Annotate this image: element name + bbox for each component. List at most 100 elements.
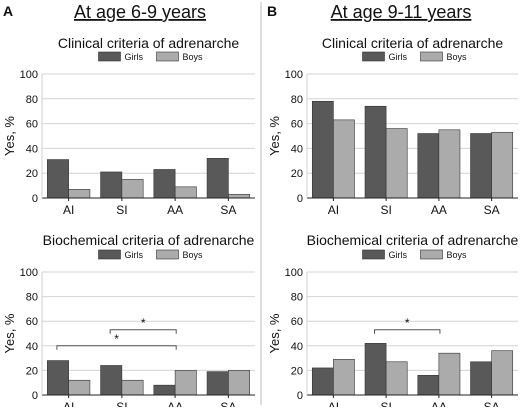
- bar-girls-sa: [470, 133, 492, 199]
- legend-swatch-girls: [98, 249, 121, 260]
- legend-label-boys: Boys: [447, 250, 468, 260]
- y-axis-label: Yes, %: [267, 116, 282, 156]
- y-tick-label: 0: [297, 193, 303, 205]
- x-tick-label: SI: [116, 203, 127, 217]
- x-tick-label: SI: [380, 400, 391, 407]
- y-tick-label: 20: [26, 168, 38, 180]
- y-tick-label: 100: [20, 267, 38, 279]
- bar-girls-si: [100, 365, 123, 396]
- legend-label-girls: Girls: [125, 250, 144, 260]
- bar-boys-si: [121, 379, 144, 396]
- legend-swatch-girls: [362, 249, 385, 260]
- y-tick-label: 40: [26, 143, 38, 155]
- chart-b-clinical: Clinical criteria of adrenarche 0 20 40 60 80…: [267, 35, 518, 217]
- bar-girls-si: [100, 171, 123, 199]
- bar-girls-sa: [206, 371, 229, 396]
- bar-boys-si: [385, 361, 408, 396]
- legend-swatch-boys: [156, 249, 179, 260]
- x-tick-label: AA: [167, 203, 183, 217]
- chart-a-clinical: Clinical criteria of adrenarche 0 20 40 60 80…: [2, 35, 255, 217]
- x-tick-label: AI: [63, 203, 74, 217]
- panel-a-letter: A: [3, 3, 13, 19]
- legend-label-boys: Boys: [447, 52, 468, 62]
- legend-label-boys: Boys: [183, 250, 204, 260]
- x-tick-label: SA: [220, 203, 236, 217]
- bar-girls-ai: [47, 360, 69, 396]
- x-tick-label: AI: [328, 203, 339, 217]
- legend-swatch-boys: [420, 249, 443, 260]
- bar-boys-aa: [438, 129, 461, 199]
- bar-boys-sa: [491, 350, 514, 396]
- chart-title: Clinical criteria of adrenarche: [322, 35, 504, 51]
- legend-swatch-girls: [98, 51, 121, 62]
- x-tick-label: AI: [63, 400, 74, 407]
- bar-boys-si: [121, 179, 144, 199]
- bar-boys-ai: [333, 359, 355, 396]
- bar-girls-si: [364, 105, 387, 199]
- bar-boys-aa: [174, 186, 197, 199]
- bar-boys-sa: [228, 370, 250, 396]
- y-tick-label: 20: [291, 365, 303, 377]
- legend-label-boys: Boys: [183, 52, 204, 62]
- bar-girls-aa: [417, 375, 440, 396]
- y-tick-label: 60: [291, 316, 303, 328]
- y-tick-label: 80: [26, 292, 38, 304]
- x-tick-label: AA: [431, 400, 447, 407]
- x-tick-label: SI: [116, 400, 127, 407]
- significance-bracket: [109, 329, 177, 334]
- chart-title: Biochemical criteria of adrenarche: [43, 232, 255, 248]
- x-tick-label: SI: [380, 203, 391, 217]
- y-tick-label: 80: [26, 94, 38, 106]
- bar-girls-sa: [206, 158, 229, 199]
- bar-boys-si: [385, 128, 408, 199]
- bar-boys-aa: [174, 370, 197, 396]
- bar-boys-ai: [333, 119, 355, 199]
- x-tick-label: AI: [328, 400, 339, 407]
- legend-swatch-girls: [362, 51, 385, 62]
- y-tick-label: 0: [297, 390, 303, 402]
- x-tick-label: SA: [220, 400, 236, 407]
- y-tick-label: 100: [20, 69, 38, 81]
- panel-b-heading: At age 9-11 years: [331, 2, 472, 22]
- significance-bracket: [374, 329, 441, 334]
- significance-label: *: [114, 332, 119, 346]
- bar-girls-sa: [470, 361, 492, 396]
- bar-boys-sa: [228, 193, 250, 199]
- y-axis-label: Yes, %: [267, 313, 282, 353]
- significance-bracket: [56, 345, 177, 350]
- y-tick-label: 0: [32, 193, 38, 205]
- bar-girls-aa: [153, 169, 176, 199]
- y-tick-label: 60: [291, 119, 303, 131]
- panel-a-heading: At age 6-9 years: [74, 2, 206, 22]
- y-tick-label: 20: [291, 168, 303, 180]
- y-tick-label: 20: [26, 365, 38, 377]
- y-tick-label: 40: [26, 341, 38, 353]
- y-tick-label: 40: [291, 341, 303, 353]
- y-tick-label: 60: [26, 119, 38, 131]
- legend-swatch-boys: [420, 51, 443, 62]
- significance-label: *: [141, 316, 146, 330]
- bar-girls-si: [364, 343, 387, 396]
- chart-title: Clinical criteria of adrenarche: [58, 35, 240, 51]
- significance-label: *: [405, 316, 410, 330]
- y-axis-label: Yes, %: [2, 116, 17, 156]
- y-tick-label: 100: [285, 69, 303, 81]
- legend-label-girls: Girls: [389, 52, 408, 62]
- panel-b-letter: B: [267, 3, 277, 19]
- y-tick-label: 80: [291, 292, 303, 304]
- bar-girls-ai: [311, 367, 334, 396]
- y-tick-label: 100: [285, 267, 303, 279]
- y-tick-label: 60: [26, 316, 38, 328]
- bar-boys-ai: [68, 189, 91, 199]
- chart-b-biochemical: Biochemical criteria of adrenarche 0 20 40 6…: [267, 232, 519, 412]
- bar-boys-sa: [491, 131, 514, 199]
- legend-label-girls: Girls: [125, 52, 144, 62]
- bar-boys-aa: [438, 352, 461, 396]
- legend-swatch-boys: [156, 51, 179, 62]
- legend-label-girls: Girls: [389, 250, 408, 260]
- x-tick-label: SA: [484, 400, 500, 407]
- x-tick-label: AA: [431, 203, 447, 217]
- y-tick-label: 40: [291, 143, 303, 155]
- bar-boys-ai: [68, 379, 91, 396]
